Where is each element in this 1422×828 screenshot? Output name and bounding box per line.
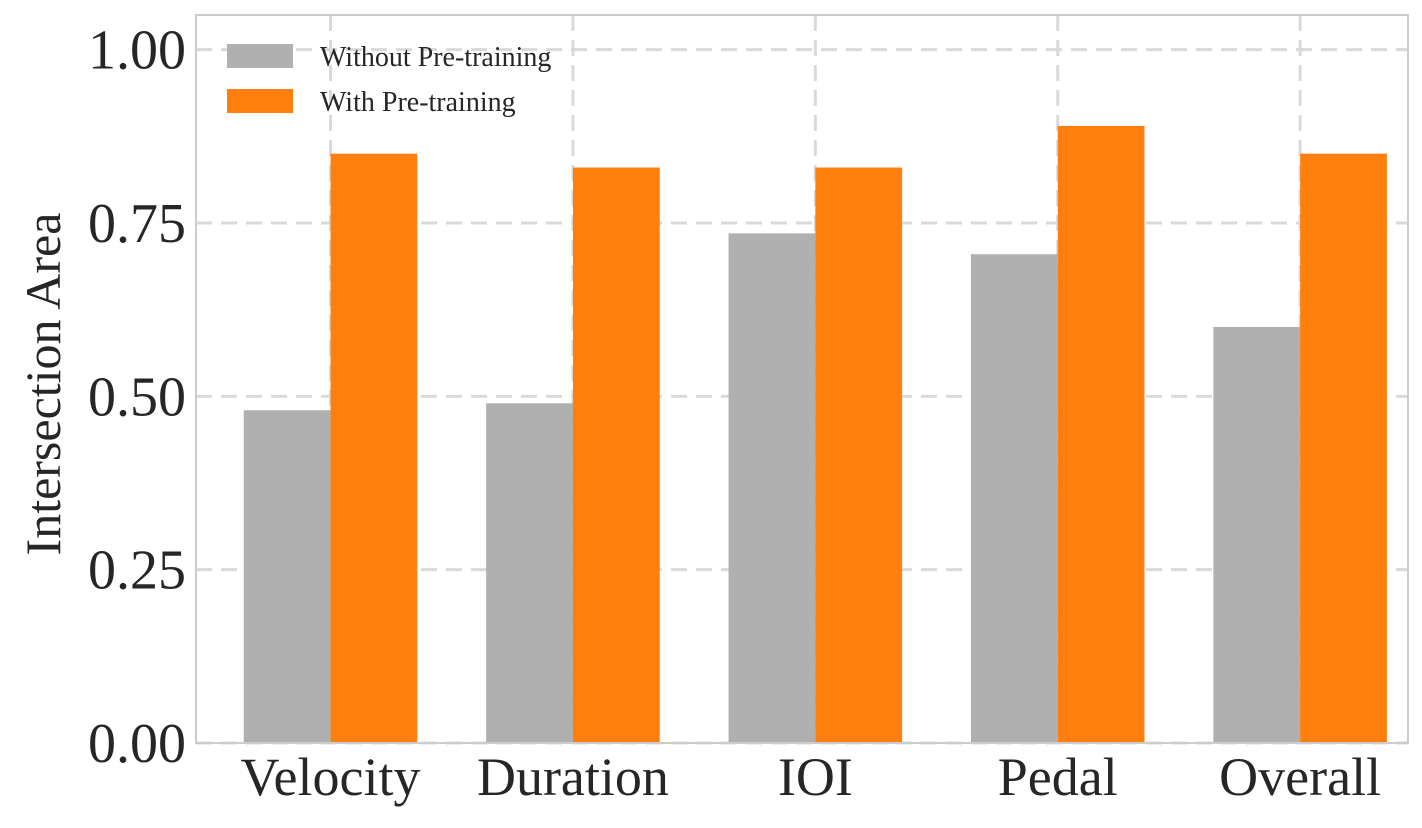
- legend: Without Pre-training With Pre-training: [227, 42, 551, 118]
- bar-velocity-with-pretraining: [330, 153, 418, 743]
- legend-swatch-1: [227, 89, 293, 113]
- legend-swatch-0: [227, 44, 293, 68]
- bar-pedal-without-pretraining: [970, 254, 1058, 743]
- x-tick-label-ioi: IOI: [778, 747, 853, 807]
- bar-velocity-without-pretraining: [243, 410, 331, 743]
- legend-label-1: With Pre-training: [320, 87, 516, 118]
- bar-overall-with-pretraining: [1300, 153, 1387, 743]
- x-axis-ticks: Velocity Duration IOI Pedal Overall: [241, 747, 1382, 807]
- y-tick-label-4: 1.00: [88, 20, 186, 82]
- y-tick-label-0: 0.00: [88, 713, 186, 775]
- x-tick-label-velocity: Velocity: [241, 747, 421, 807]
- x-tick-label-overall: Overall: [1219, 747, 1381, 807]
- bars: [243, 125, 1387, 744]
- bar-overall-without-pretraining: [1213, 327, 1301, 743]
- x-tick-label-pedal: Pedal: [998, 747, 1118, 807]
- y-axis-ticks: 0.00 0.25 0.50 0.75 1.00: [88, 20, 186, 775]
- y-axis-title: Intersection Area: [15, 213, 71, 556]
- plot-frame: [195, 14, 1409, 744]
- x-tick-label-duration: Duration: [477, 747, 669, 807]
- bar-duration-with-pretraining: [572, 167, 660, 744]
- y-tick-label-2: 0.50: [88, 366, 186, 428]
- bar-pedal-with-pretraining: [1057, 125, 1145, 743]
- legend-label-0: Without Pre-training: [320, 42, 551, 73]
- y-tick-label-1: 0.25: [88, 540, 186, 602]
- y-tick-label-3: 0.75: [88, 193, 186, 255]
- bar-duration-without-pretraining: [486, 403, 573, 743]
- bar-ioi-without-pretraining: [728, 233, 816, 743]
- bar-ioi-with-pretraining: [815, 167, 903, 744]
